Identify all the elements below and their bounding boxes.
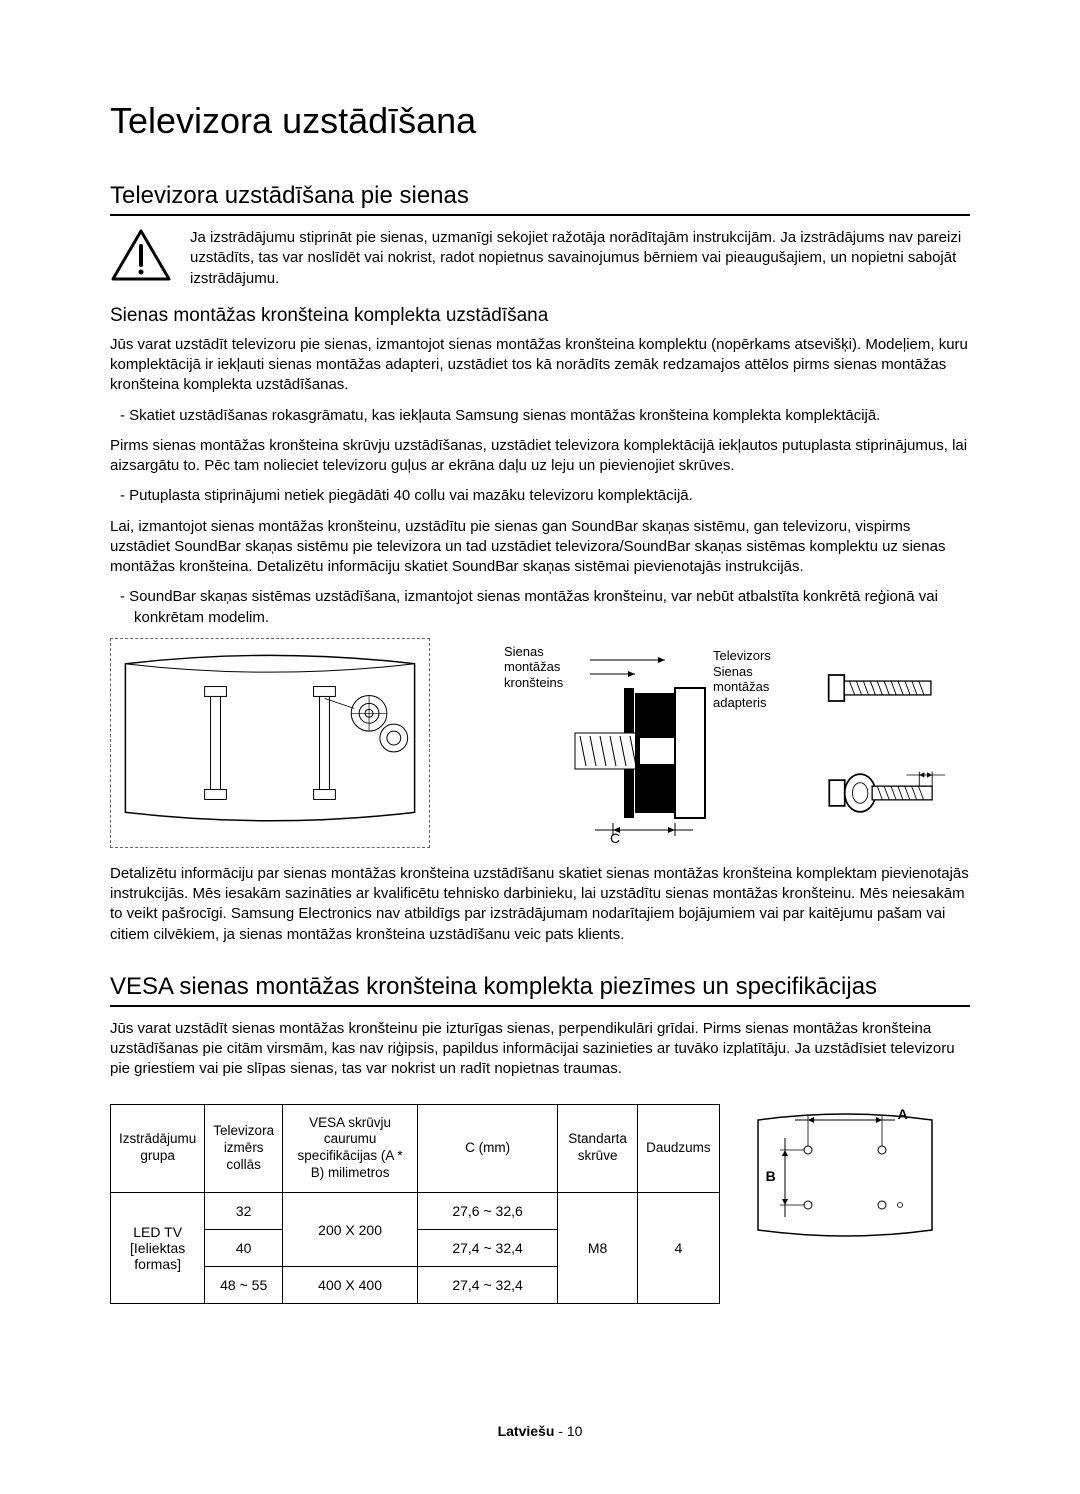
page-footer: Latviešu - 10	[0, 1423, 1080, 1439]
footer-sep: -	[554, 1423, 566, 1439]
diagram-tv-mount-icon	[110, 638, 430, 848]
warning-block: Ja izstrādājumu stiprināt pie sienas, uz…	[110, 228, 970, 289]
diagram-cross-section-icon: Sienas montāžas kronšteins Televizors Si…	[438, 638, 792, 848]
table-cell: 48 ~ 55	[205, 1267, 283, 1304]
table-row: LED TV [Ieliektas formas] 32 200 X 200 2…	[111, 1193, 720, 1230]
table-cell: 27,4 ~ 32,4	[418, 1267, 558, 1304]
table-cell: 32	[205, 1193, 283, 1230]
paragraph: Pirms sienas montāžas kronšteina skrūvju…	[110, 436, 970, 477]
table-cell: 40	[205, 1230, 283, 1267]
diagram-label-bracket: Sienas montāžas kronšteins	[504, 644, 584, 691]
table-header: Standarta skrūve	[558, 1104, 638, 1193]
warning-triangle-icon	[110, 228, 172, 282]
table-cell: 4	[638, 1193, 720, 1304]
bullet-list: Skatiet uzstādīšanas rokasgrāmatu, kas i…	[120, 406, 970, 426]
bullet-list: SoundBar skaņas sistēmas uzstādīšana, iz…	[120, 587, 970, 628]
paragraph: Jūs varat uzstādīt sienas montāžas kronš…	[110, 1019, 970, 1080]
subsection-bracket-install-title: Sienas montāžas kronšteina komplekta uzs…	[110, 305, 970, 327]
bullet-list: Putuplasta stiprinājumi netiek piegādāti…	[120, 486, 970, 506]
table-cell: M8	[558, 1193, 638, 1304]
bullet-item: Skatiet uzstādīšanas rokasgrāmatu, kas i…	[120, 406, 970, 426]
table-header: Televizora izmērs collās	[205, 1104, 283, 1193]
table-header: Izstrādājumu grupa	[111, 1104, 205, 1193]
table-header: VESA skrūvju caurumu specifikācijas (A *…	[283, 1104, 418, 1193]
table-cell: 400 X 400	[283, 1267, 418, 1304]
table-cell: 27,6 ~ 32,6	[418, 1193, 558, 1230]
vesa-dimension-icon: A B	[740, 1090, 950, 1250]
diagram-screws-icon	[800, 638, 970, 848]
mounting-diagram: Sienas montāžas kronšteins Televizors Si…	[110, 638, 970, 848]
table-header: Daudzums	[638, 1104, 720, 1193]
table-cell: LED TV [Ieliektas formas]	[111, 1193, 205, 1304]
fig-label-b: B	[766, 1168, 776, 1184]
section-vesa-title: VESA sienas montāžas kronšteina komplekt…	[110, 973, 970, 1007]
paragraph: Lai, izmantojot sienas montāžas kronštei…	[110, 517, 970, 578]
footer-language: Latviešu	[498, 1423, 555, 1439]
warning-text: Ja izstrādājumu stiprināt pie sienas, uz…	[190, 228, 970, 289]
fig-label-a: A	[898, 1106, 908, 1122]
paragraph: Detalizētu informāciju par sienas montāž…	[110, 864, 970, 945]
diagram-label-adapter: Sienas montāžas adapteris	[713, 664, 793, 711]
table-header-row: Izstrādājumu grupa Televizora izmērs col…	[111, 1104, 720, 1193]
footer-page-number: 10	[567, 1423, 583, 1439]
vesa-spec-table: Izstrādājumu grupa Televizora izmērs col…	[110, 1104, 720, 1305]
section-wall-mount-title: Televizora uzstādīšana pie sienas	[110, 182, 970, 216]
diagram-label-c: C	[610, 830, 620, 846]
table-cell: 27,4 ~ 32,4	[418, 1230, 558, 1267]
table-header: C (mm)	[418, 1104, 558, 1193]
table-cell: 200 X 200	[283, 1193, 418, 1267]
paragraph: Jūs varat uzstādīt televizoru pie sienas…	[110, 335, 970, 396]
diagram-label-tv: Televizors	[713, 648, 771, 664]
bullet-item: Putuplasta stiprinājumi netiek piegādāti…	[120, 486, 970, 506]
bullet-item: SoundBar skaņas sistēmas uzstādīšana, iz…	[120, 587, 970, 628]
page-title: Televizora uzstādīšana	[110, 100, 970, 142]
